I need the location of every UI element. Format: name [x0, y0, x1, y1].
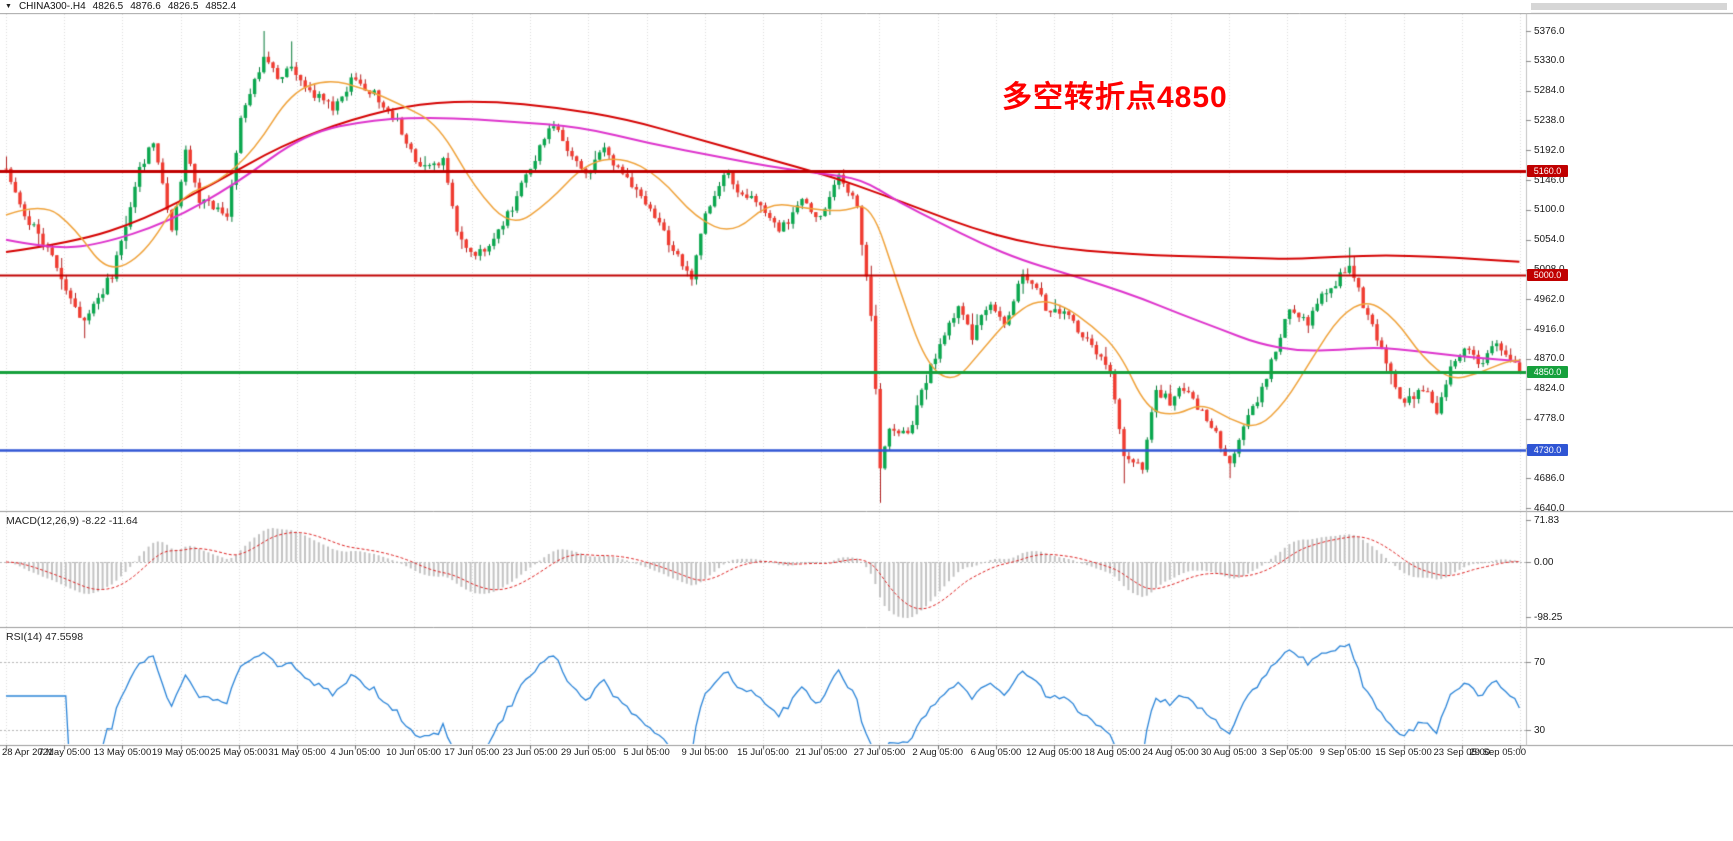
time-axis-label: 3 Sep 05:00	[1261, 747, 1313, 758]
price-axis-label: 5284.0	[1534, 85, 1565, 97]
time-axis-label: 15 Sep 05:00	[1375, 747, 1432, 758]
time-axis-label: 21 Jul 05:00	[795, 747, 848, 758]
rsi-label: RSI(14) 47.5598	[6, 631, 84, 643]
time-axis-label: 17 Jun 05:00	[444, 747, 500, 758]
time-axis-label: 5 Jul 05:00	[623, 747, 670, 758]
time-axis-label: 4 Jun 05:00	[330, 747, 381, 758]
time-axis-label: 12 Aug 05:00	[1026, 747, 1083, 758]
time-axis-label: 18 Aug 05:00	[1084, 747, 1141, 758]
time-axis-label: 24 Aug 05:00	[1142, 747, 1199, 758]
price-axis-label: 5330.0	[1534, 55, 1565, 67]
chart-annotation: 多空转折点4850	[1002, 81, 1228, 114]
time-axis-label: 15 Jul 05:00	[737, 747, 789, 758]
price-axis-label: 5376.0	[1534, 25, 1565, 37]
ohlc-high: 4876.6	[130, 1, 161, 12]
macd-axis-label: 0.00	[1534, 556, 1554, 568]
macd-axis-label: 71.83	[1534, 514, 1560, 526]
price-level-badge: 4850.0	[1527, 365, 1568, 378]
time-axis-label: 7 May 05:00	[38, 747, 91, 758]
price-level-badge: 5000.0	[1527, 268, 1568, 281]
time-axis-label: 23 Jun 05:00	[502, 747, 558, 758]
ohlc-close: 4852.4	[205, 1, 237, 12]
chart-title-bar: ▼ CHINA300-.H4 4826.5 4876.6 4826.5 4852…	[0, 0, 1531, 13]
ohlc-low: 4826.5	[167, 1, 199, 12]
time-axis-label: 13 May 05:00	[93, 747, 152, 758]
rsi-axis-label: 70	[1534, 656, 1546, 668]
price-axis-label: 4640.0	[1534, 502, 1565, 514]
price-axis-label: 4916.0	[1534, 323, 1565, 335]
time-axis-label: 9 Jul 05:00	[681, 747, 729, 758]
time-axis-label: 6 Aug 05:00	[970, 747, 1022, 758]
time-axis-label: 25 May 05:00	[210, 747, 268, 758]
horizontal-scrollbar[interactable]	[1526, 3, 1727, 10]
price-level-badge: 4730.0	[1527, 443, 1568, 456]
time-axis-label: 2 Aug 05:00	[912, 747, 964, 758]
time-axis-label: 10 Jun 05:00	[386, 747, 442, 758]
time-axis-label: 27 Jul 05:00	[853, 747, 906, 758]
price-axis-label: 4824.0	[1534, 383, 1565, 395]
price-axis-label: 5192.0	[1534, 144, 1565, 156]
price-axis-label: 5054.0	[1534, 234, 1565, 246]
price-axis-label: 4778.0	[1534, 413, 1565, 425]
macd-label: MACD(12,26,9) -8.22 -11.64	[6, 515, 138, 527]
price-axis-label: 5238.0	[1534, 114, 1565, 126]
price-axis-label: 4686.0	[1534, 472, 1565, 484]
time-axis-label: 28 Apr 2021	[2, 747, 54, 758]
rsi-axis-label: 30	[1534, 724, 1546, 736]
price-axis-label: 4870.0	[1534, 353, 1565, 365]
time-axis-label: 29 Jun 05:00	[560, 747, 616, 758]
time-axis-label: 31 May 05:00	[268, 747, 326, 758]
macd-axis-label: -98.25	[1534, 611, 1563, 623]
price-axis-label: 5146.0	[1534, 174, 1565, 186]
time-axis-label: 23 Sep 05:00	[1433, 747, 1491, 758]
price-level-badge: 5160.0	[1527, 164, 1568, 177]
time-axis-label: 9 Sep 05:00	[1319, 747, 1371, 758]
time-axis-label: 29 Sep 05:00	[1469, 747, 1526, 758]
time-axis-label: 19 May 05:00	[151, 747, 210, 758]
chevron-down-icon[interactable]: ▼	[5, 3, 12, 10]
time-axis-label: 30 Aug 05:00	[1200, 747, 1257, 758]
ohlc-open: 4826.5	[92, 1, 124, 12]
symbol-label: CHINA300-.H4	[18, 1, 86, 12]
price-axis-label: 5100.0	[1534, 204, 1565, 216]
price-axis-label: 4962.0	[1534, 293, 1565, 305]
